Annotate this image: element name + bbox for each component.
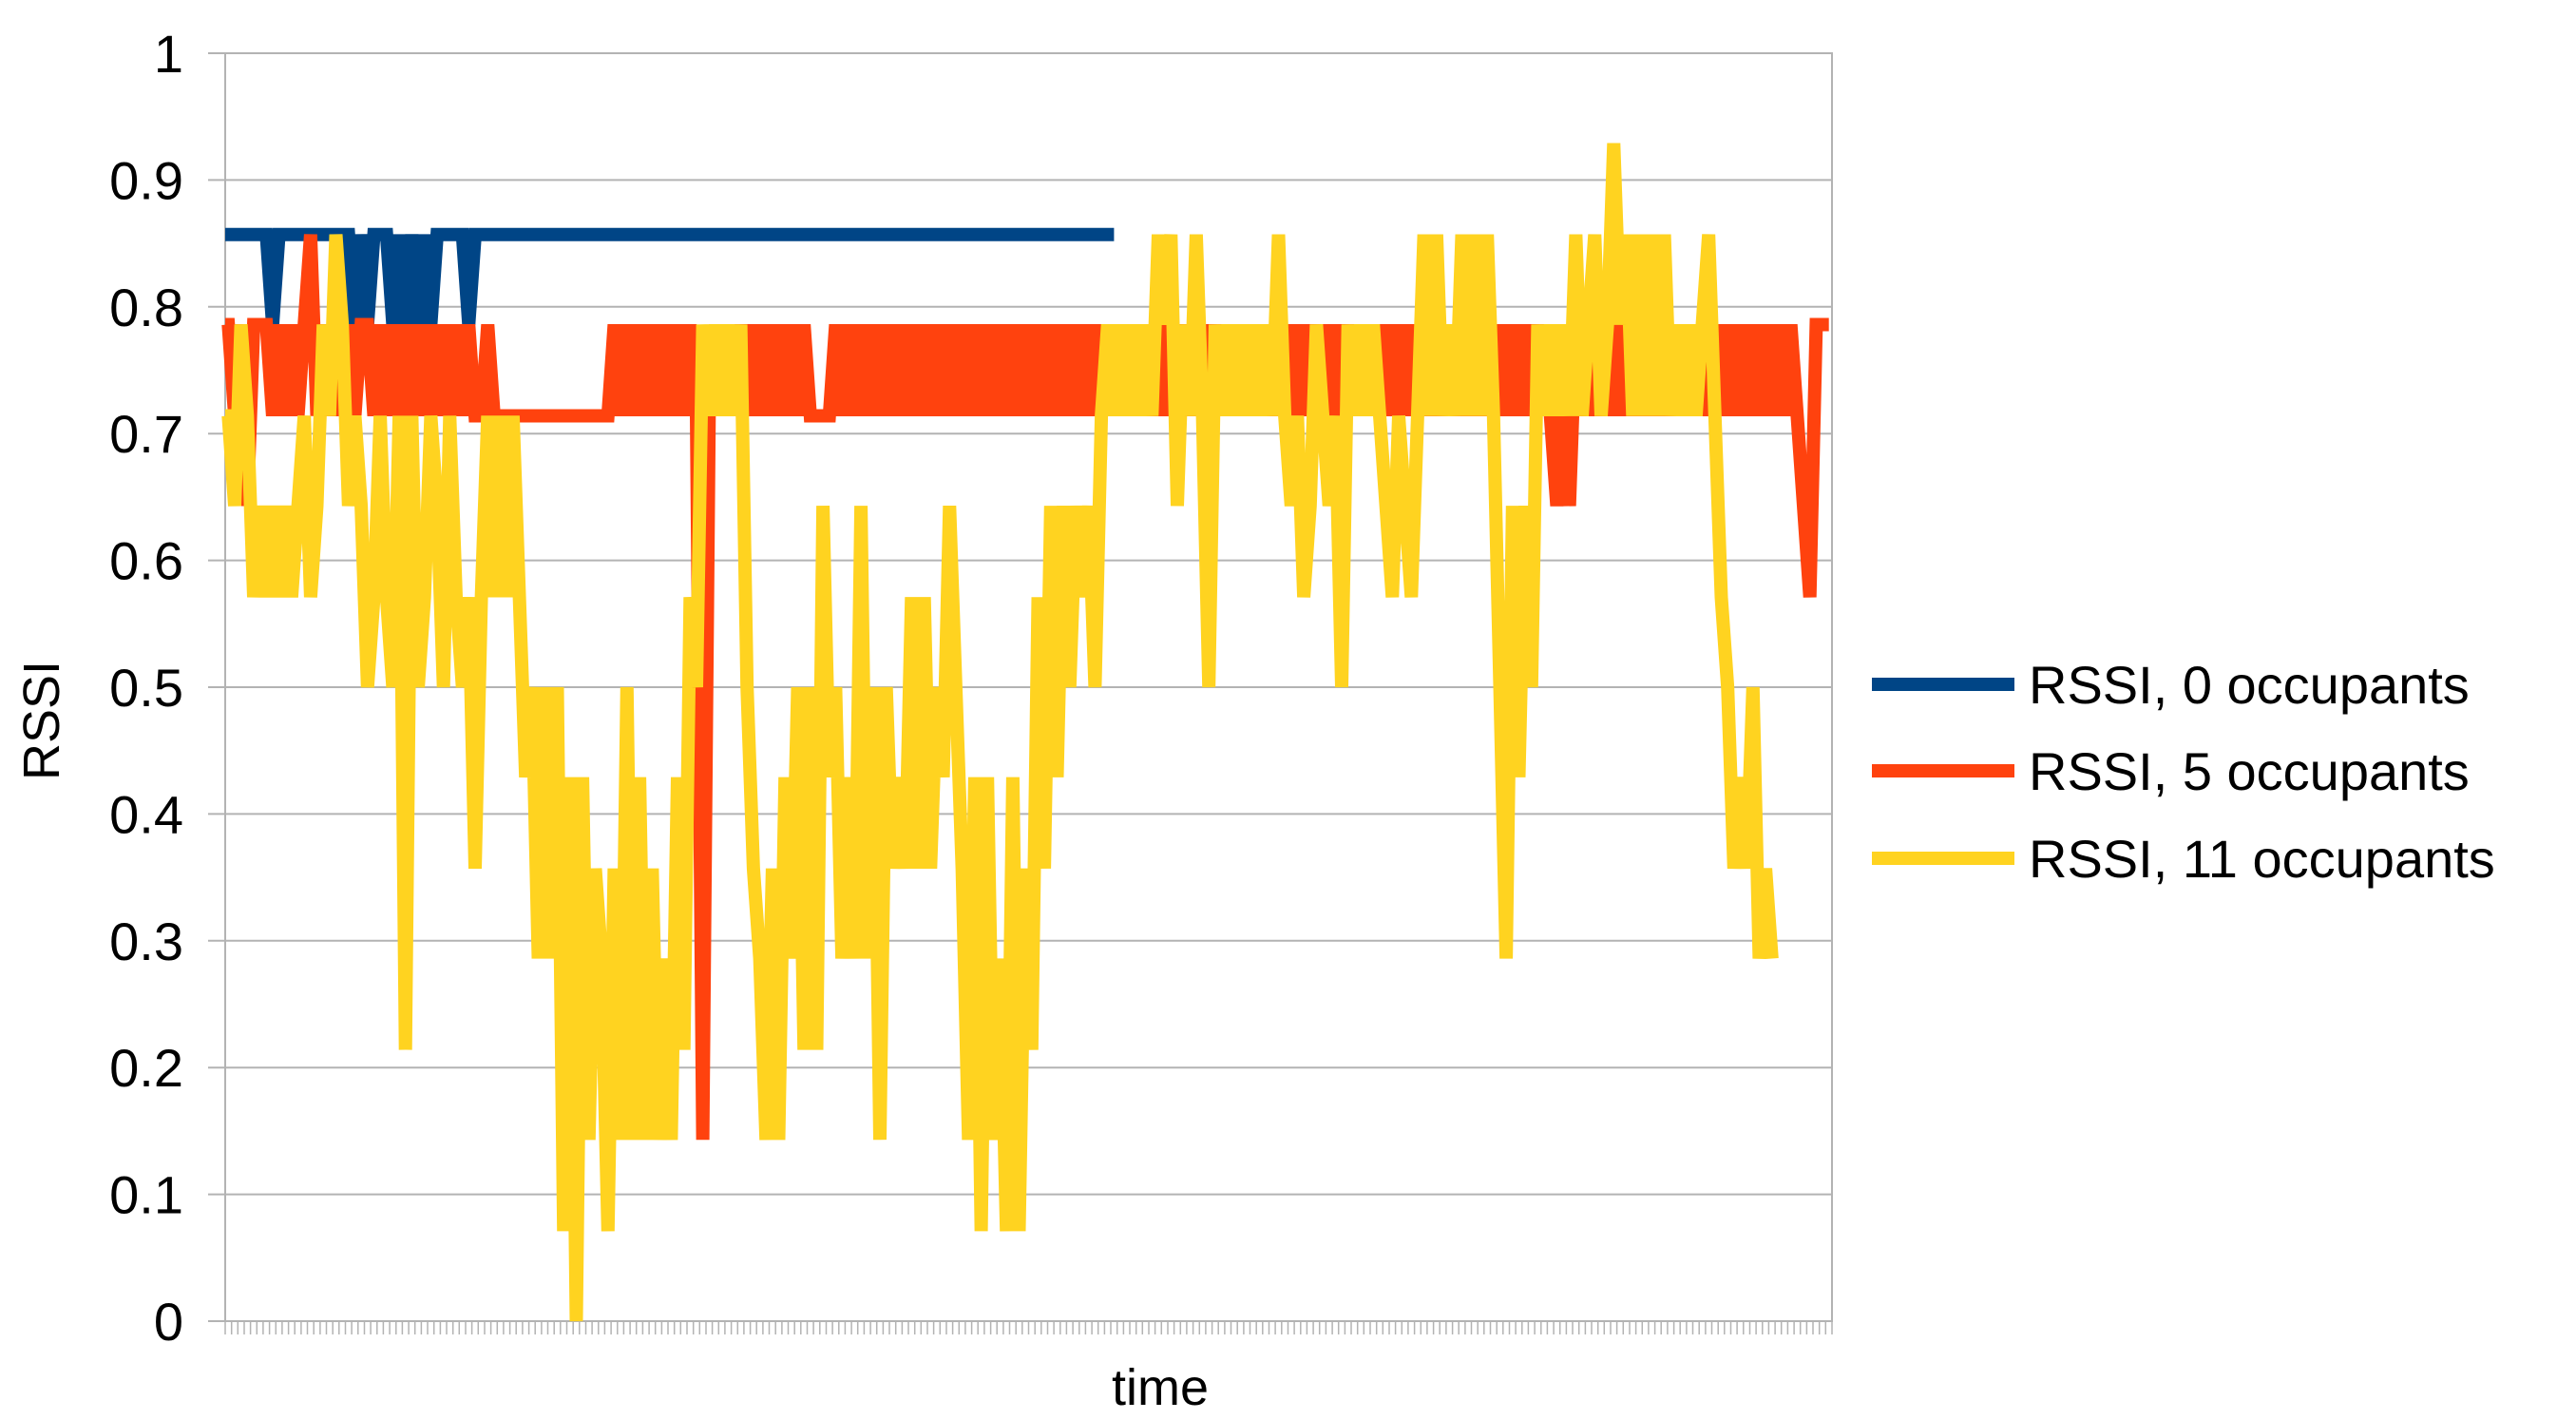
y-axis-tick-labels: 0 0.1 0.2 0.3 0.4 0.5 0.6 0.7 0.8 0.9 1 xyxy=(109,24,183,1352)
x-tick-marks xyxy=(224,1321,1833,1334)
y-axis-title: RSSI xyxy=(13,661,70,780)
legend-label: RSSI, 5 occupants xyxy=(2029,741,2470,801)
y-tick-label: 0.5 xyxy=(109,658,183,718)
legend-label: RSSI, 11 occupants xyxy=(2029,829,2495,889)
y-tick-label: 0.9 xyxy=(109,150,183,210)
series-line-2 xyxy=(221,234,1829,1141)
x-axis-title: time xyxy=(1112,1359,1209,1416)
y-tick-label: 0.1 xyxy=(109,1165,183,1225)
y-tick-label: 0 xyxy=(154,1292,183,1352)
series-line-1 xyxy=(225,227,1115,325)
series-lines xyxy=(221,143,1829,1322)
x-axis-ticks xyxy=(224,1321,1833,1334)
y-tick-label: 0.7 xyxy=(109,404,183,464)
y-tick-label: 0.6 xyxy=(109,531,183,591)
y-tick-label: 0.4 xyxy=(109,784,183,844)
legend-label: RSSI, 0 occupants xyxy=(2029,655,2470,715)
y-tick-label: 0.3 xyxy=(109,911,183,971)
series-line-3 xyxy=(221,143,1779,1322)
y-tick-label: 0.2 xyxy=(109,1038,183,1098)
y-tick-label: 1 xyxy=(154,24,183,84)
legend: RSSI, 0 occupants RSSI, 5 occupants RSSI, … xyxy=(1872,655,2495,889)
y-tick-label: 0.8 xyxy=(109,278,183,337)
